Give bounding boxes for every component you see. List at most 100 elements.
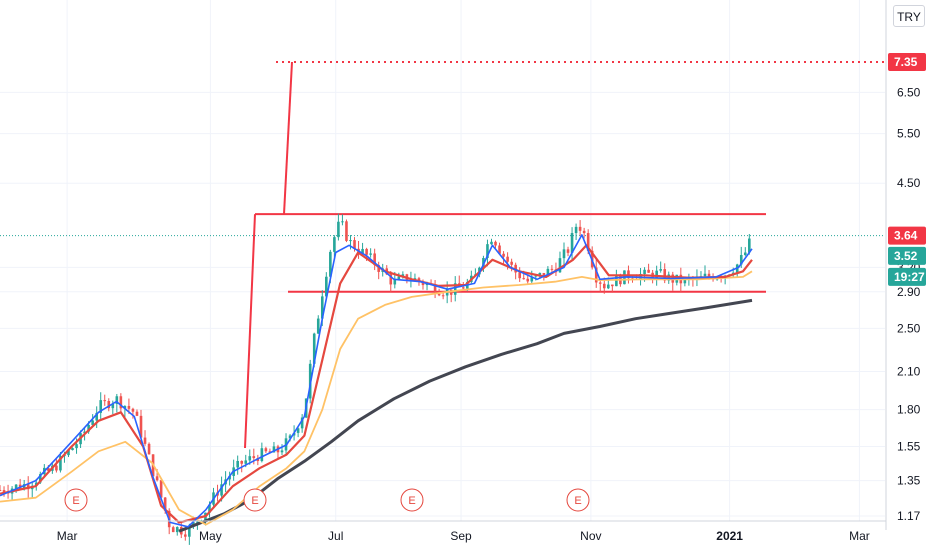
candle-body (316, 318, 320, 334)
candle-body (437, 294, 441, 296)
candle-body (397, 276, 401, 280)
candle-body (135, 411, 139, 416)
candle-body (562, 249, 566, 259)
candle-body (91, 420, 94, 425)
candle-body (67, 450, 70, 456)
candle-body (188, 526, 191, 537)
ma-fast-line (0, 234, 753, 528)
candle-body (494, 241, 497, 246)
candle-body (421, 281, 425, 286)
candle-body (47, 467, 50, 471)
y-tick-label: 1.80 (897, 403, 921, 417)
candle-body (441, 295, 445, 297)
candle-body (131, 408, 135, 412)
candle-body (369, 253, 372, 255)
candle-body (26, 484, 30, 490)
candle-body (425, 283, 429, 286)
candle-body (95, 412, 98, 421)
candle-body (570, 233, 574, 253)
candle-body (99, 400, 103, 413)
candle-body (433, 284, 437, 295)
candle-body (594, 267, 598, 283)
candle-body (22, 484, 26, 490)
x-tick-label: Nov (580, 529, 601, 543)
candle-body (550, 268, 554, 270)
target-price-tag: 7.35 (894, 55, 918, 69)
candle-body (123, 405, 127, 409)
earnings-marker (566, 488, 590, 512)
candle-body (345, 221, 348, 241)
candle-body (147, 443, 151, 455)
candle-body (333, 237, 336, 252)
candle-body (175, 527, 179, 533)
candle-body (578, 226, 582, 231)
candle-body (518, 272, 521, 279)
candle-body (296, 428, 300, 433)
ma-price-tag: 3.52 (894, 249, 918, 263)
candle-body (71, 448, 74, 451)
y-tick-label: 1.55 (897, 440, 921, 454)
earnings-marker (64, 488, 88, 512)
y-tick-label: 2.50 (897, 321, 921, 335)
currency-button[interactable]: TRY (893, 5, 925, 27)
candle-body (377, 265, 380, 272)
candle-body (598, 282, 602, 284)
candle-body (490, 241, 493, 245)
candle-body (542, 272, 546, 277)
last-price-tag: 3.64 (894, 229, 918, 243)
candle-body (163, 497, 167, 511)
candle-body (683, 278, 687, 284)
candle-body (538, 272, 542, 276)
candle-body (615, 275, 618, 287)
y-tick-label: 1.17 (897, 509, 921, 523)
candle-body (361, 248, 364, 254)
target-drawing[interactable] (276, 61, 885, 215)
channel-drawing[interactable] (244, 213, 766, 449)
candle-body (602, 283, 606, 289)
candle-body (389, 274, 393, 285)
candle-body (659, 269, 662, 271)
candle-body (87, 424, 90, 432)
candle-body (75, 444, 78, 449)
earnings-marker-label: E (574, 495, 581, 507)
y-tick-label: 5.50 (897, 127, 921, 141)
candle-body (260, 448, 264, 462)
candle-body (574, 226, 578, 234)
candle-body (208, 504, 211, 513)
candle-body (546, 268, 550, 277)
candle-body (38, 474, 42, 483)
candle-body (300, 417, 304, 429)
candle-body (83, 431, 86, 434)
candle-body (647, 269, 650, 273)
candle-body (353, 240, 356, 249)
candle-body (502, 253, 505, 257)
earnings-marker (400, 488, 424, 512)
candle-body (228, 475, 231, 480)
candle-body (127, 405, 131, 409)
candle-body (280, 450, 284, 453)
candle-body (171, 527, 175, 533)
candle-body (417, 278, 421, 282)
candle-body (655, 270, 658, 279)
candle-body (2, 490, 6, 493)
candle-body (522, 278, 526, 280)
candle-body (196, 521, 199, 523)
candle-body (586, 233, 590, 251)
y-tick-label: 4.50 (897, 176, 921, 190)
candle-body (643, 269, 646, 275)
candle-body (526, 278, 530, 282)
candle-body (506, 256, 509, 262)
candle-body (325, 276, 328, 297)
y-tick-label: 1.35 (897, 474, 921, 488)
candle-body (748, 238, 751, 253)
candle-body (184, 534, 187, 537)
candle-body (558, 258, 562, 273)
candle-body (611, 284, 614, 287)
x-tick-label: Mar (849, 529, 870, 543)
x-tick-label: May (199, 529, 222, 543)
time-axis[interactable]: Mar May Jul Sep Nov 2021 Mar (0, 520, 886, 543)
candle-body (739, 255, 743, 265)
candle-body (534, 275, 538, 277)
